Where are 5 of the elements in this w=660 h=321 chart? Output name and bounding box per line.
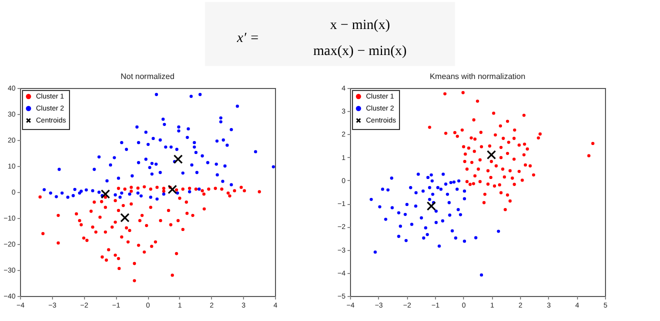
chart-title: Kmeans with normalization [430,72,526,81]
text: x′ = [236,31,260,46]
text: x − min(x) [330,18,390,33]
chart-title: Not normalized [120,72,174,81]
text: max(x) − min(x) [313,44,408,59]
